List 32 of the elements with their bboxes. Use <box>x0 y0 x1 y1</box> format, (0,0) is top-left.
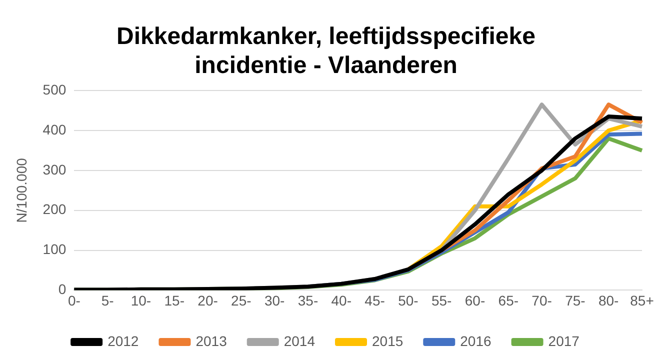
legend-label: 2016 <box>460 332 492 349</box>
x-tick-label: 45- <box>364 292 386 308</box>
x-tick-label: 40- <box>331 292 352 308</box>
y-tick-label: 200 <box>42 201 66 218</box>
y-tick-label: 500 <box>42 81 66 98</box>
x-tick-label: 55- <box>431 292 452 308</box>
y-tick-label: 400 <box>42 121 66 138</box>
x-tick-label: 35- <box>298 292 318 308</box>
x-tick-label: 20- <box>198 292 218 308</box>
x-tick-label: 25- <box>231 292 252 308</box>
y-axis-title: N/100.000 <box>13 158 30 223</box>
x-tick-label: 65- <box>498 292 519 308</box>
legend-label: 2015 <box>372 332 404 349</box>
x-tick-label: 60- <box>464 292 486 308</box>
x-tick-label: 30- <box>264 292 286 308</box>
x-tick-label: 5- <box>101 292 114 308</box>
y-tick-label: 0 <box>58 281 66 298</box>
x-tick-label: 85+ <box>630 292 654 308</box>
y-tick-label: 300 <box>42 161 66 178</box>
chart-title: Dikkedarmkanker, leeftijdsspecifieke incidentie - Vlaanderen <box>116 23 536 79</box>
x-tick-label: 70- <box>532 292 552 308</box>
x-tick-label: 15- <box>164 292 185 308</box>
legend-label: 2013 <box>196 332 228 349</box>
x-tick-label: 50- <box>398 292 419 308</box>
x-tick-label: 80- <box>598 292 620 308</box>
legend-label: 2017 <box>548 332 580 349</box>
x-tick-label: 0- <box>68 292 81 308</box>
x-tick-label: 10- <box>130 292 152 308</box>
legend-label: 2014 <box>284 332 316 349</box>
legend-label: 2012 <box>108 332 139 349</box>
y-tick-label: 100 <box>42 241 66 258</box>
x-tick-label: 75- <box>565 292 586 308</box>
